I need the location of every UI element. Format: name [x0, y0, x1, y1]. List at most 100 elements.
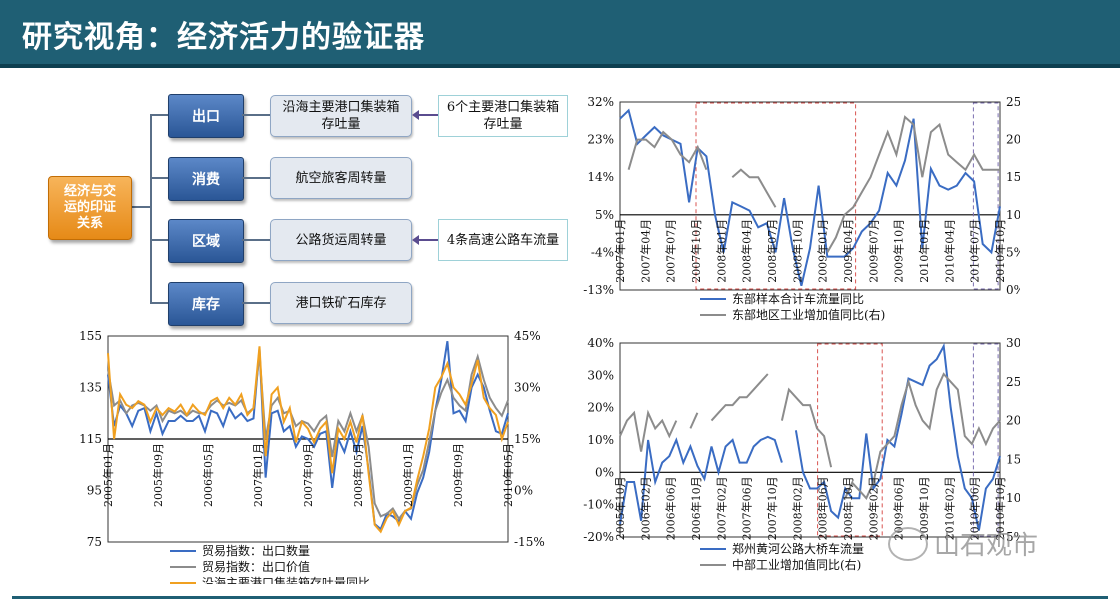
- x-tick-label: 2009年01月: [401, 443, 415, 507]
- x-tick-label: 2009年02月: [866, 476, 880, 540]
- x-tick-label: 2008年07月: [765, 219, 779, 283]
- x-tick-label: 2010年07月: [968, 219, 982, 283]
- right-tick-label: 20%: [1006, 414, 1020, 428]
- category-inventory: 库存: [168, 282, 244, 326]
- x-tick-label: 2008年01月: [714, 219, 728, 283]
- x-tick-label: 2006年02月: [638, 476, 652, 540]
- chart-east-traffic: 32% 23% 14% 5% -4% -13% 25% 20% 15% 10% 5% 0% 2007年0…: [583, 95, 1020, 322]
- left-tick-label: -13%: [583, 283, 614, 297]
- right-tick-label: 45%: [514, 329, 541, 343]
- x-tick-label: 2008年02月: [790, 476, 804, 540]
- metric-line: 航空旅客周转量: [295, 170, 387, 186]
- right-tick-label: 5%: [1006, 530, 1020, 544]
- x-tick-label: 2009年10月: [917, 476, 931, 540]
- bottom-rule: [12, 596, 1108, 599]
- x-tick-label: 2007年01月: [613, 219, 627, 283]
- x-tick-label: 2008年04月: [740, 219, 754, 283]
- x-tick-label: 2010年01月: [917, 219, 931, 283]
- metric-line: 沿海主要港口集装箱: [282, 100, 400, 115]
- right-tick-label: 25%: [1006, 95, 1020, 109]
- root-node: 经济与交 运的印证 关系: [48, 176, 132, 240]
- source-line: 4条高速公路车流量: [446, 232, 560, 248]
- chart-central-traffic: 40%30%20%10%0%-10%-20%30%25%20%15%10%5%2…: [583, 336, 1020, 572]
- right-tick-label: -15%: [514, 535, 545, 549]
- legend-label: 郑州黄河公路大桥车流量: [732, 541, 864, 556]
- right-tick-label: 15%: [1006, 452, 1020, 466]
- category-export: 出口: [168, 94, 244, 138]
- legend-label: 贸易指数：出口数量: [202, 543, 310, 558]
- right-tick-label: 25%: [1006, 375, 1020, 389]
- left-tick-label: -10%: [583, 498, 614, 512]
- left-tick-label: 95: [87, 484, 102, 498]
- right-tick-label: 0%: [1006, 283, 1020, 297]
- left-tick-label: 115: [79, 432, 102, 446]
- page-title: 研究视角：经济活力的验证器: [22, 20, 425, 55]
- watermark: 山石观市: [888, 525, 1038, 562]
- x-tick-label: 2005年09月: [151, 443, 165, 507]
- source-six-ports: 6个主要港口集装箱 存吐量: [438, 95, 568, 137]
- metric-iron-ore-inventory: 港口铁矿石库存: [270, 282, 412, 324]
- x-tick-label: 2009年10月: [892, 219, 906, 283]
- legend-label: 中部工业增加值同比(右): [732, 557, 861, 572]
- series-line: [107, 353, 509, 521]
- source-line: 存吐量: [483, 117, 523, 132]
- left-tick-label: 10%: [587, 433, 614, 447]
- series-line: [627, 115, 1000, 253]
- metric-container-throughput: 沿海主要港口集装箱 存吐量: [270, 95, 412, 137]
- x-tick-label: 2009年07月: [866, 219, 880, 283]
- left-tick-label: 155: [79, 329, 102, 343]
- x-tick-label: 2006年06月: [664, 476, 678, 540]
- legend-label: 沿海主要港口集装箱存吐量同比: [202, 575, 370, 584]
- plot-frame: [619, 342, 1001, 538]
- x-tick-label: 2008年05月: [351, 443, 365, 507]
- watermark-text: 山石观市: [934, 531, 1039, 561]
- metric-air-passenger: 航空旅客周转量: [270, 157, 412, 199]
- x-tick-label: 2009年04月: [841, 219, 855, 283]
- x-tick-label: 2005年01月: [101, 443, 115, 507]
- source-four-highways: 4条高速公路车流量: [438, 219, 568, 261]
- right-tick-label: 30%: [514, 381, 541, 395]
- series-line: [107, 341, 509, 531]
- root-line-1: 经济与交: [63, 184, 116, 199]
- left-tick-label: -20%: [583, 530, 614, 544]
- x-tick-label: 2008年06月: [816, 476, 830, 540]
- x-tick-label: 2010年06月: [968, 476, 982, 540]
- highlight-region: [695, 102, 857, 290]
- x-tick-label: 2007年09月: [301, 443, 315, 507]
- series-line: [619, 342, 1001, 531]
- x-tick-label: 2009年06月: [892, 476, 906, 540]
- left-tick-label: -4%: [591, 245, 614, 259]
- right-tick-label: 5%: [1006, 245, 1020, 259]
- left-tick-label: 23%: [587, 133, 614, 147]
- series-line: [619, 108, 1001, 287]
- left-tick-label: 14%: [587, 170, 614, 184]
- chart-export-trade: 155 135 115 95 75 45% 30% 15% 0% -15% 2005年01月 2005…: [79, 329, 545, 584]
- category-consumption: 消费: [168, 157, 244, 201]
- arrow-icon: [412, 110, 438, 120]
- right-tick-label: 20%: [1006, 133, 1020, 147]
- x-tick-label: 2007年04月: [638, 219, 652, 283]
- right-tick-label: 30%: [1006, 336, 1020, 350]
- x-tick-label: 2010年02月: [942, 476, 956, 540]
- left-tick-label: 40%: [587, 336, 614, 350]
- legend-label: 贸易指数：出口价值: [202, 559, 310, 574]
- arrow-icon: [412, 235, 438, 245]
- right-tick-label: 15%: [1006, 170, 1020, 184]
- source-line: 6个主要港口集装箱: [446, 100, 560, 115]
- x-tick-label: 2010年04月: [942, 219, 956, 283]
- x-tick-label: 2005年10月: [613, 476, 627, 540]
- metric-line: 港口铁矿石库存: [295, 295, 387, 311]
- x-tick-label: 2007年02月: [714, 476, 728, 540]
- x-tick-label: 2006年10月: [689, 476, 703, 540]
- left-tick-label: 0%: [595, 465, 614, 479]
- x-tick-label: 2010年10月: [993, 476, 1007, 540]
- right-tick-label: 10%: [1006, 491, 1020, 505]
- title-bar: 研究视角：经济活力的验证器: [0, 0, 1120, 68]
- x-tick-label: 2007年10月: [765, 476, 779, 540]
- series-line: [107, 346, 509, 534]
- right-tick-label: 15%: [514, 432, 541, 446]
- x-tick-label: 2010年05月: [501, 443, 515, 507]
- plot-frame: [619, 101, 1001, 291]
- x-tick-label: 2009年01月: [816, 219, 830, 283]
- right-tick-label: 0%: [514, 484, 533, 498]
